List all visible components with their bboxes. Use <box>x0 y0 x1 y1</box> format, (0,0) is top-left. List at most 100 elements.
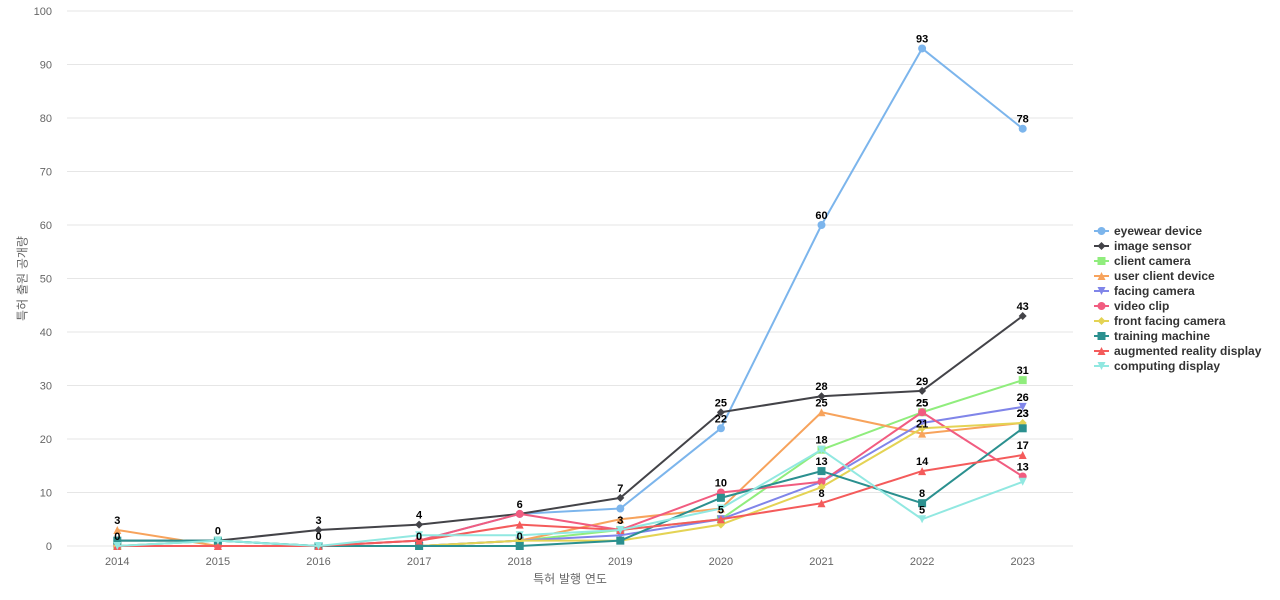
data-label: 0 <box>215 526 221 538</box>
data-point-marker <box>716 493 725 502</box>
data-label: 13 <box>1017 461 1029 473</box>
data-point-marker <box>918 44 927 53</box>
x-axis-ticks: 2014 2015 2016 2017 2018 2019 2020 2021 2022 2023 <box>105 556 1035 568</box>
grid <box>67 10 1073 547</box>
series-image-sensor <box>113 311 1027 545</box>
y-tick-label: 30 <box>40 381 52 393</box>
data-point-marker <box>918 418 927 427</box>
data-point-marker <box>515 509 524 518</box>
legend-item[interactable]: facing camera <box>1094 284 1195 298</box>
data-label: 93 <box>916 33 928 45</box>
legend-label: user client device <box>1114 269 1215 283</box>
data-label: 13 <box>815 456 827 468</box>
data-point-marker <box>213 536 222 545</box>
series-line <box>116 314 1024 542</box>
data-point-marker <box>415 536 424 545</box>
y-tick-label: 10 <box>40 488 52 500</box>
legend-marker <box>1097 227 1106 235</box>
data-label: 26 <box>1017 392 1029 404</box>
data-point-marker <box>1018 124 1027 133</box>
x-tick-label: 2015 <box>206 556 230 568</box>
y-tick-label: 50 <box>40 274 52 286</box>
data-label: 25 <box>815 397 827 409</box>
legend-marker <box>1097 272 1106 280</box>
x-tick-label: 2014 <box>105 556 129 568</box>
legend-marker <box>1097 242 1106 250</box>
y-tick-label: 70 <box>40 167 52 179</box>
legend-marker <box>1097 317 1106 325</box>
legend-marker <box>1097 257 1106 265</box>
legend-marker <box>1097 332 1106 340</box>
data-point-marker <box>817 392 826 401</box>
series-line <box>116 411 1024 547</box>
data-point-marker <box>716 408 725 417</box>
data-point-marker <box>918 515 927 524</box>
data-point-marker <box>918 424 927 433</box>
legend-item[interactable]: augmented reality display <box>1094 344 1262 358</box>
legend-item[interactable]: computing display <box>1094 359 1220 373</box>
legend-item[interactable]: eyewear device <box>1094 224 1202 238</box>
data-point-marker <box>113 536 122 545</box>
data-point-marker <box>716 424 725 433</box>
legend-label: augmented reality display <box>1114 344 1262 358</box>
data-point-marker <box>515 520 524 529</box>
data-point-marker <box>515 542 524 550</box>
legend-item[interactable]: training machine <box>1094 329 1210 343</box>
data-label: 7 <box>617 483 623 495</box>
series-eyewear-device <box>113 44 1027 550</box>
x-axis-title: 특허 발행 연도 <box>533 571 607 586</box>
data-point-marker <box>817 445 826 454</box>
legend-label: front facing camera <box>1114 314 1226 328</box>
legend-item[interactable]: client camera <box>1094 254 1191 268</box>
series-line <box>116 454 1024 547</box>
data-point-marker <box>918 386 927 395</box>
legend-item[interactable]: image sensor <box>1094 239 1192 253</box>
y-tick-label: 20 <box>40 434 52 446</box>
data-label: 25 <box>715 397 727 409</box>
legend-item[interactable]: front facing camera <box>1094 314 1226 328</box>
data-point-marker <box>415 520 424 529</box>
x-tick-label: 2023 <box>1010 556 1034 568</box>
data-label: 60 <box>815 210 827 222</box>
legend-label: image sensor <box>1114 239 1192 253</box>
series-computing-display <box>113 445 1027 550</box>
data-point-marker <box>716 515 725 524</box>
data-point-marker <box>817 408 826 417</box>
legend-item[interactable]: user client device <box>1094 269 1215 283</box>
legend-item[interactable]: video clip <box>1094 299 1169 313</box>
data-point-marker <box>1018 477 1027 486</box>
data-label: 0 <box>114 531 120 543</box>
data-label: 3 <box>315 515 321 527</box>
data-point-marker <box>113 525 122 534</box>
data-label: 23 <box>1017 408 1029 420</box>
data-label: 5 <box>919 504 925 516</box>
data-point-marker <box>1018 376 1027 385</box>
data-point-marker <box>817 221 826 229</box>
data-point-marker <box>817 467 826 476</box>
y-axis-ticks: 0 10 20 30 40 50 60 70 80 90 100 <box>34 6 52 553</box>
series-line <box>116 405 1024 547</box>
series-line <box>116 448 1024 547</box>
y-tick-label: 80 <box>40 113 52 125</box>
data-label: 0 <box>416 531 422 543</box>
legend-label: computing display <box>1114 359 1220 373</box>
data-label: 23 <box>1017 408 1029 420</box>
data-label: 6 <box>517 499 523 511</box>
data-point-marker <box>918 429 927 438</box>
y-tick-label: 40 <box>40 327 52 339</box>
legend-label: eyewear device <box>1114 224 1202 238</box>
data-label: 8 <box>818 488 824 500</box>
data-point-marker <box>918 499 927 508</box>
x-tick-label: 2016 <box>306 556 330 568</box>
series-line <box>116 47 1024 547</box>
y-tick-label: 0 <box>46 541 52 553</box>
data-point-marker <box>817 499 826 508</box>
data-label: 78 <box>1017 114 1029 126</box>
legend-marker <box>1097 302 1106 310</box>
data-point-marker <box>213 542 222 550</box>
legend-label: video clip <box>1114 299 1169 313</box>
data-label: 14 <box>916 456 929 468</box>
